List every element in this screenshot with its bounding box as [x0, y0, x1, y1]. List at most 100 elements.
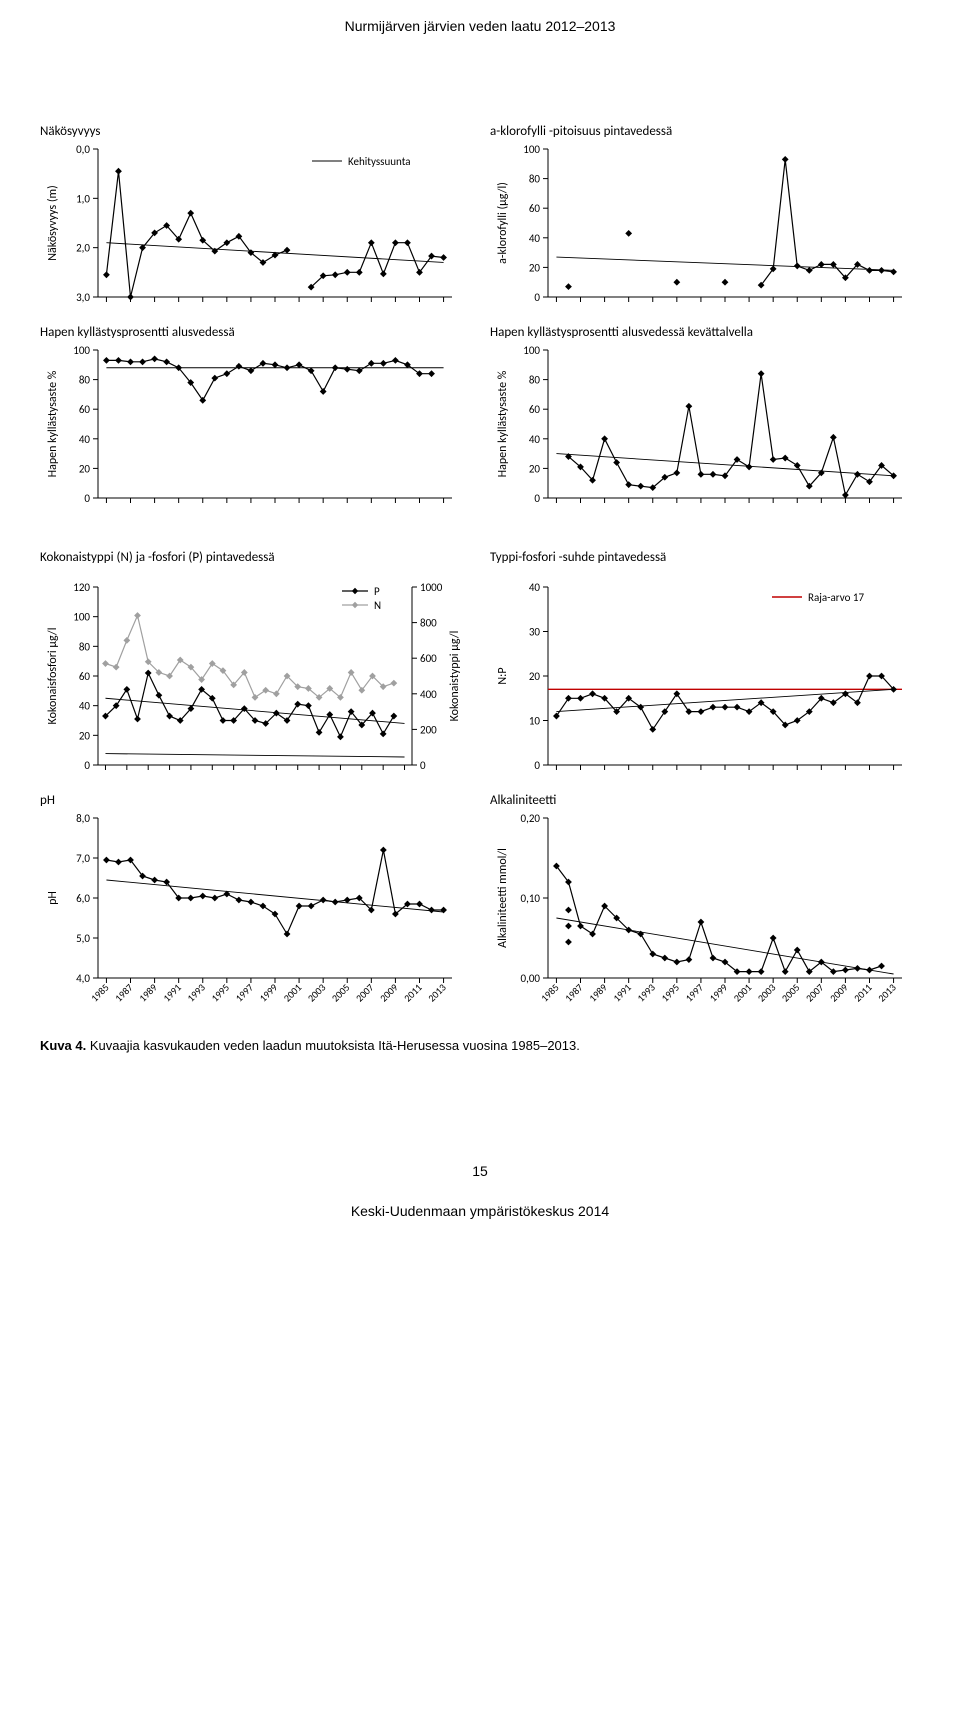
svg-text:40: 40: [529, 433, 541, 446]
svg-text:0,10: 0,10: [521, 892, 541, 905]
svg-text:1993: 1993: [634, 981, 658, 1005]
chart-title: Typpi-fosfori -suhde pintavedessä: [490, 550, 920, 565]
svg-text:pH: pH: [46, 891, 60, 905]
svg-text:100: 100: [523, 143, 540, 156]
svg-text:2005: 2005: [329, 981, 353, 1005]
svg-text:20: 20: [529, 670, 541, 683]
svg-text:Raja-arvo 17: Raja-arvo 17: [808, 591, 864, 604]
svg-text:100: 100: [73, 611, 90, 624]
svg-text:1999: 1999: [257, 981, 281, 1005]
svg-text:800: 800: [420, 617, 437, 630]
svg-text:N: N: [374, 599, 381, 612]
svg-text:120: 120: [73, 581, 90, 594]
svg-text:60: 60: [529, 202, 541, 215]
svg-text:2001: 2001: [731, 981, 755, 1005]
svg-text:1987: 1987: [112, 981, 136, 1005]
svg-text:2005: 2005: [779, 981, 803, 1005]
svg-text:1991: 1991: [160, 981, 184, 1005]
chart-title: pH: [40, 793, 470, 808]
svg-text:1989: 1989: [136, 981, 160, 1005]
svg-text:N:P: N:P: [496, 667, 510, 684]
svg-text:2009: 2009: [377, 981, 401, 1005]
svg-text:80: 80: [529, 374, 541, 387]
svg-text:1997: 1997: [233, 981, 257, 1005]
svg-text:Kokonaistyppi µg/l: Kokonaistyppi µg/l: [448, 631, 462, 722]
svg-text:20: 20: [79, 462, 91, 475]
svg-text:40: 40: [529, 581, 541, 594]
svg-text:6,0: 6,0: [76, 892, 90, 905]
svg-text:40: 40: [529, 232, 541, 245]
svg-text:1987: 1987: [562, 981, 586, 1005]
chart-title: Alkaliniteetti: [490, 793, 920, 808]
svg-text:60: 60: [79, 403, 91, 416]
chart-grid: Näkösyvyys0,01,02,03,0Näkösyvyys (m)Kehi…: [40, 124, 920, 1030]
chart-kokonais: Kokonaistyppi (N) ja -fosfori (P) pintav…: [40, 550, 470, 779]
svg-text:0: 0: [534, 291, 540, 304]
svg-text:60: 60: [79, 670, 91, 683]
svg-text:4,0: 4,0: [76, 972, 90, 985]
svg-text:1985: 1985: [88, 981, 112, 1005]
svg-text:100: 100: [73, 344, 90, 357]
svg-text:0,00: 0,00: [521, 972, 541, 985]
svg-text:2011: 2011: [401, 981, 425, 1005]
svg-text:200: 200: [420, 723, 437, 736]
svg-text:0: 0: [84, 759, 90, 772]
caption-number: Kuva 4.: [40, 1038, 86, 1053]
svg-text:1,0: 1,0: [76, 192, 90, 205]
chart-hapen-talvi: Hapen kyllästysprosentti alusvedessä kev…: [490, 325, 920, 512]
svg-text:2,0: 2,0: [76, 242, 90, 255]
svg-text:Hapen kyllästysaste %: Hapen kyllästysaste %: [496, 370, 510, 477]
chart-title: Hapen kyllästysprosentti alusvedessä kev…: [490, 325, 920, 340]
svg-text:20: 20: [79, 729, 91, 742]
svg-text:0,0: 0,0: [76, 143, 90, 156]
svg-text:8,0: 8,0: [76, 812, 90, 825]
svg-text:20: 20: [529, 462, 541, 475]
svg-text:2003: 2003: [305, 981, 329, 1005]
svg-text:Alkaliniteetti mmol/l: Alkaliniteetti mmol/l: [496, 848, 510, 948]
svg-text:1000: 1000: [420, 581, 443, 594]
svg-text:80: 80: [79, 374, 91, 387]
svg-text:1995: 1995: [658, 981, 682, 1005]
page-number: 15: [40, 1163, 920, 1179]
svg-text:40: 40: [79, 700, 91, 713]
svg-text:a-klorofylli (µg/l): a-klorofylli (µg/l): [496, 182, 510, 264]
svg-text:2009: 2009: [827, 981, 851, 1005]
svg-text:1989: 1989: [586, 981, 610, 1005]
chart-title: a-klorofylli -pitoisuus pintavedessä: [490, 124, 920, 139]
svg-text:2007: 2007: [803, 981, 827, 1005]
svg-text:10: 10: [529, 715, 541, 728]
svg-text:1997: 1997: [683, 981, 707, 1005]
svg-text:2011: 2011: [851, 981, 875, 1005]
svg-text:0: 0: [534, 759, 540, 772]
chart-aklorofylli: a-klorofylli -pitoisuus pintavedessä0204…: [490, 124, 920, 311]
svg-text:Kehityssuunta: Kehityssuunta: [348, 155, 411, 168]
svg-text:1993: 1993: [184, 981, 208, 1005]
svg-text:5,0: 5,0: [76, 932, 90, 945]
svg-text:2013: 2013: [875, 981, 899, 1005]
chart-ph: pH 4,0 5,0 6,0 7,0 8,0 pH 19851987198919911993 1…: [40, 793, 470, 1030]
chart-alkaliniteetti: Alkaliniteetti 0,00 0,10 0,20 Alkaliniteetti…: [490, 793, 920, 1030]
svg-text:7,0: 7,0: [76, 852, 90, 865]
svg-text:3,0: 3,0: [76, 291, 90, 304]
svg-text:40: 40: [79, 433, 91, 446]
svg-text:1991: 1991: [610, 981, 634, 1005]
svg-text:60: 60: [529, 403, 541, 416]
svg-text:400: 400: [420, 688, 437, 701]
chart-title: Kokonaistyppi (N) ja -fosfori (P) pintav…: [40, 550, 470, 565]
svg-text:80: 80: [529, 173, 541, 186]
svg-text:Kokonaisfosfori µg/l: Kokonaisfosfori µg/l: [46, 628, 60, 725]
svg-text:0: 0: [84, 492, 90, 505]
document-header: Nurmijärven järvien veden laatu 2012–201…: [40, 18, 920, 34]
svg-text:0: 0: [420, 759, 426, 772]
chart-title: Näkösyvyys: [40, 124, 470, 139]
document-footer: Keski-Uudenmaan ympäristökeskus 2014: [40, 1203, 920, 1219]
svg-text:0,20: 0,20: [521, 812, 541, 825]
svg-text:P: P: [374, 585, 380, 598]
svg-text:2007: 2007: [353, 981, 377, 1005]
figure-caption: Kuva 4. Kuvaajia kasvukauden veden laadu…: [40, 1038, 920, 1053]
caption-text: Kuvaajia kasvukauden veden laadun muutok…: [86, 1038, 580, 1053]
svg-text:2001: 2001: [281, 981, 305, 1005]
svg-text:2003: 2003: [755, 981, 779, 1005]
svg-text:1999: 1999: [707, 981, 731, 1005]
svg-text:80: 80: [79, 640, 91, 653]
